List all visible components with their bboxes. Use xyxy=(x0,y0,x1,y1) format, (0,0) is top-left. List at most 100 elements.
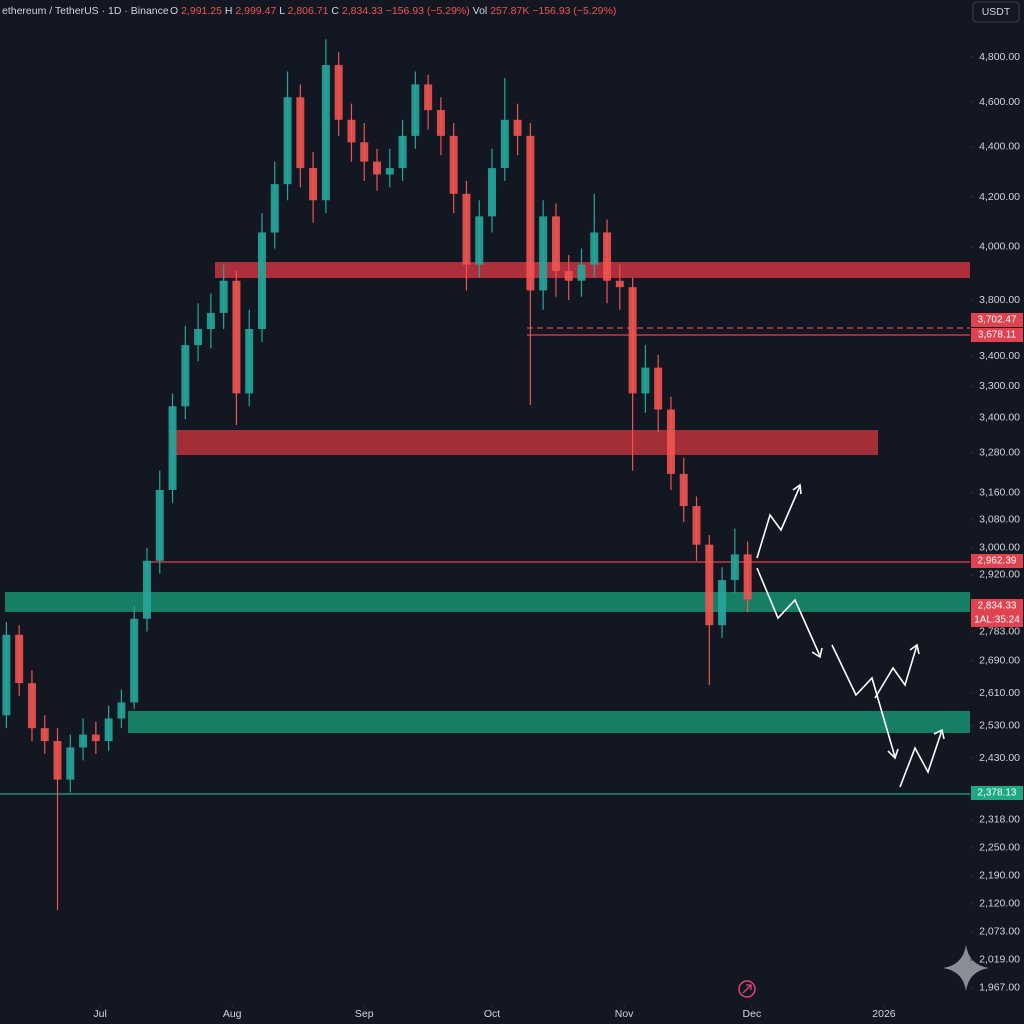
resistance-zone xyxy=(170,430,878,455)
candle-body xyxy=(15,634,24,684)
candle-body xyxy=(168,406,177,490)
candle-body xyxy=(232,280,241,394)
ohlc-value: 2,999.47 xyxy=(235,5,276,17)
candle-body xyxy=(488,168,497,217)
candle-body xyxy=(730,554,739,581)
candle-body xyxy=(104,718,113,742)
x-tick-label: Aug xyxy=(223,1008,242,1020)
candle-body xyxy=(539,216,548,291)
y-tick-label: 2,690.00 xyxy=(979,655,1020,667)
candle-body xyxy=(334,65,343,120)
y-tick-label: 3,000.00 xyxy=(979,542,1020,554)
candle-body xyxy=(615,280,624,288)
candle-body xyxy=(91,734,100,742)
candle-body xyxy=(27,683,36,729)
candle-body xyxy=(385,168,394,175)
price-tag-box xyxy=(971,313,1023,327)
candle-body xyxy=(270,184,279,233)
candle-body xyxy=(117,702,126,719)
x-tick-label: Jul xyxy=(93,1008,106,1020)
ohlc-value: 2,991.25 xyxy=(181,5,222,17)
volume-change: −156.93 (−5.29%) xyxy=(532,5,616,17)
support-zone xyxy=(128,711,970,733)
candle-body xyxy=(398,135,407,169)
candle-body xyxy=(206,312,215,330)
candle-body xyxy=(245,329,254,394)
y-tick-label: 1,967.00 xyxy=(979,982,1020,994)
price-tag-box xyxy=(971,599,1023,613)
y-tick-label: 4,600.00 xyxy=(979,96,1020,108)
candle-body xyxy=(424,84,433,111)
price-tag: 2,962.39 xyxy=(978,556,1017,567)
change: −156.93 (−5.29%) xyxy=(386,5,470,17)
y-tick-label: 2,019.00 xyxy=(979,954,1020,966)
candle-body xyxy=(181,345,190,407)
candle-body xyxy=(692,506,701,545)
y-tick-label: 3,400.00 xyxy=(979,350,1020,362)
candle-body xyxy=(462,193,471,265)
zones xyxy=(0,262,970,795)
candles xyxy=(2,39,752,911)
candle-body xyxy=(155,489,164,561)
candle-body xyxy=(130,618,139,703)
candle-body xyxy=(679,473,688,507)
arrow-head xyxy=(792,483,802,495)
candle-body xyxy=(654,367,663,410)
candle-body xyxy=(590,232,599,265)
volume-value: 257.87K xyxy=(490,5,529,17)
watermark-star xyxy=(943,945,989,991)
arrow-head xyxy=(887,748,899,760)
currency-button[interactable] xyxy=(972,1,1020,23)
y-tick-label: 3,080.00 xyxy=(979,514,1020,526)
x-tick-label: Nov xyxy=(615,1008,634,1020)
candle-body xyxy=(628,287,637,394)
candle-body xyxy=(283,97,292,185)
x-tick-label: Oct xyxy=(484,1008,500,1020)
y-tick-label: 2,530.00 xyxy=(979,720,1020,732)
arrow xyxy=(899,729,943,788)
candle-body xyxy=(718,580,727,626)
projection-arrows xyxy=(756,483,945,788)
price-tag-box xyxy=(971,613,1023,627)
arrow-head xyxy=(909,643,920,655)
price-tag: 3,702.47 xyxy=(978,315,1017,326)
y-tick-label: 4,000.00 xyxy=(979,241,1020,253)
candle-body xyxy=(79,734,88,748)
candle-body xyxy=(666,409,675,474)
ohlc-key: C xyxy=(331,5,339,17)
candle-body xyxy=(564,271,573,281)
candle-body xyxy=(641,367,650,394)
ohlc-readout: O 2,991.25 H 2,999.47 L 2,806.71 C 2,834… xyxy=(170,5,616,17)
event-icon[interactable] xyxy=(738,980,756,998)
volume-key: Vol xyxy=(473,5,488,17)
currency-label[interactable]: USDT xyxy=(982,6,1011,18)
candle-body xyxy=(577,264,586,281)
y-tick-label: 3,300.00 xyxy=(979,380,1020,392)
y-tick-label: 4,200.00 xyxy=(979,191,1020,203)
x-tick-label: 2026 xyxy=(872,1008,896,1020)
candle-body xyxy=(513,119,522,136)
y-tick-label: 3,280.00 xyxy=(979,447,1020,459)
candle-body xyxy=(500,119,509,169)
y-tick-label: 3,800.00 xyxy=(979,294,1020,306)
price-tag-box xyxy=(971,554,1023,568)
candle-body xyxy=(296,97,305,169)
candle-body xyxy=(309,168,318,201)
candle-body xyxy=(360,142,369,162)
candle-body xyxy=(411,84,420,136)
ohlc-value: 2,806.71 xyxy=(288,5,329,17)
price-tag: 3,678.11 xyxy=(978,330,1017,341)
ohlc-key: L xyxy=(279,5,285,17)
candle-body xyxy=(2,634,11,716)
candle-body xyxy=(373,161,382,175)
candle-body xyxy=(40,728,49,742)
y-tick-label: 2,073.00 xyxy=(979,926,1020,938)
candle-body xyxy=(53,741,62,780)
candle-body xyxy=(321,65,330,201)
arrow xyxy=(874,644,918,699)
arrow-head xyxy=(811,647,823,659)
candle-body xyxy=(142,560,151,619)
y-tick-label: 2,318.00 xyxy=(979,814,1020,826)
